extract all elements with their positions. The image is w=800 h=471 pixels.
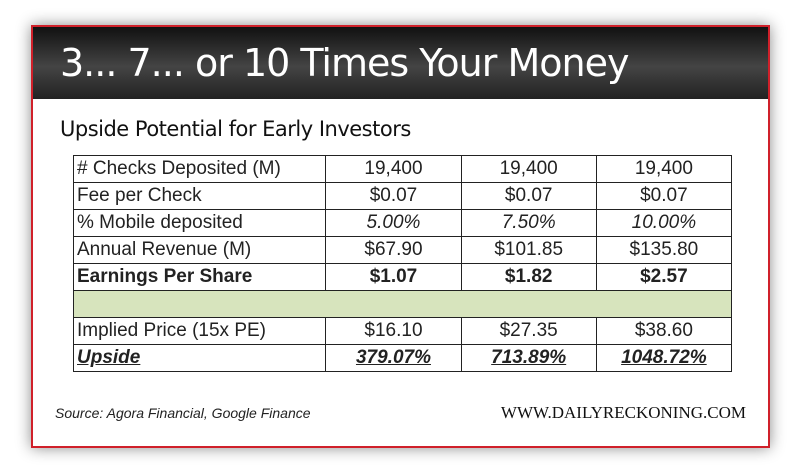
cell-value: $16.10 — [325, 317, 462, 345]
subtitle: Upside Potential for Early Investors — [60, 117, 411, 141]
cell-value: 5.00% — [325, 209, 462, 237]
spacer-row — [73, 290, 732, 318]
cell-value: 379.07% — [325, 344, 462, 372]
row-label: Earnings Per Share — [72, 263, 327, 291]
cell-value: $1.82 — [460, 263, 597, 291]
cell-value: $67.90 — [325, 236, 462, 264]
table-row: Implied Price (15x PE) $16.10 $27.35 $38.60 — [72, 317, 733, 345]
title: 3... 7... or 10 Times Your Money — [33, 27, 768, 99]
table-row: # Checks Deposited (M) 19,400 19,400 19,400 — [72, 155, 733, 183]
cell-value: $0.07 — [460, 182, 597, 210]
cell-value: 19,400 — [325, 155, 462, 183]
cell-value: $38.60 — [595, 317, 733, 345]
cell-value: 19,400 — [595, 155, 733, 183]
cell-value: $0.07 — [595, 182, 733, 210]
cell-value: $1.07 — [325, 263, 462, 291]
site-url: WWW.DAILYRECKONING.COM — [500, 403, 746, 422]
table-row: Earnings Per Share $1.07 $1.82 $2.57 — [72, 263, 733, 291]
table-row: Upside 379.07% 713.89% 1048.72% — [72, 344, 733, 372]
infographic-card: 3... 7... or 10 Times Your Money Upside … — [31, 25, 770, 448]
cell-value: $2.57 — [595, 263, 733, 291]
row-label: Upside — [72, 344, 327, 372]
cell-value: 10.00% — [595, 209, 733, 237]
data-table: # Checks Deposited (M) 19,400 19,400 19,400… — [72, 155, 733, 372]
cell-value: $135.80 — [595, 236, 733, 264]
row-label: # Checks Deposited (M) — [72, 155, 327, 183]
cell-value: $27.35 — [460, 317, 597, 345]
row-label: % Mobile deposited — [72, 209, 327, 237]
table-row: Fee per Check $0.07 $0.07 $0.07 — [72, 182, 733, 210]
cell-value: 7.50% — [460, 209, 597, 237]
source-note: Source: Agora Financial, Google Finance — [55, 405, 311, 421]
row-label: Fee per Check — [72, 182, 327, 210]
cell-value: 713.89% — [460, 344, 597, 372]
table-row: Annual Revenue (M) $67.90 $101.85 $135.80 — [72, 236, 733, 264]
cell-value: 1048.72% — [595, 344, 733, 372]
cell-value: $101.85 — [460, 236, 597, 264]
row-label: Annual Revenue (M) — [72, 236, 327, 264]
cell-value: $0.07 — [325, 182, 462, 210]
cell-value: 19,400 — [460, 155, 597, 183]
table-row: % Mobile deposited 5.00% 7.50% 10.00% — [72, 209, 733, 237]
spacer-cell — [73, 290, 732, 318]
row-label: Implied Price (15x PE) — [72, 317, 327, 345]
